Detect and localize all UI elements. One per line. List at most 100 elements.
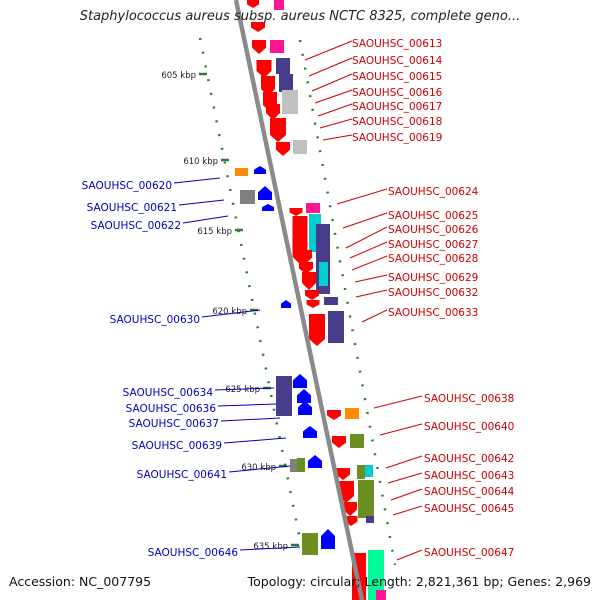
gene-arrow-reverse — [276, 142, 290, 156]
gene-label-right[interactable]: SAOUHSC_00632 — [388, 287, 478, 299]
genome-summary-text: Topology: circular; Length: 2,821,361 bp… — [247, 574, 591, 589]
genome-backbone — [233, 0, 365, 600]
leader-line — [319, 118, 353, 129]
gene-label-right[interactable]: SAOUHSC_00613 — [352, 38, 442, 50]
gene-label-right[interactable]: SAOUHSC_00618 — [352, 116, 442, 128]
gene-box — [274, 0, 284, 10]
gene-box — [376, 590, 386, 600]
gene-box — [297, 458, 305, 472]
gene-arrow-reverse — [302, 272, 316, 290]
gene-box — [302, 533, 318, 555]
gene-label-left[interactable]: SAOUHSC_00634 — [123, 387, 214, 399]
gene-box — [345, 408, 359, 419]
gene-box — [365, 465, 373, 477]
gene-arrow-forward — [254, 166, 266, 174]
accession-text: Accession: NC_007795 — [9, 574, 152, 589]
gene-label-right[interactable]: SAOUHSC_00629 — [388, 272, 478, 284]
gene-box — [293, 140, 307, 154]
gene-label-right[interactable]: SAOUHSC_00644 — [424, 486, 515, 498]
gene-arrow-reverse — [261, 76, 275, 96]
leader-line — [351, 255, 388, 271]
gene-box — [240, 190, 255, 204]
gene-box — [368, 550, 384, 600]
leader-line — [385, 455, 423, 469]
gene-label-right[interactable]: SAOUHSC_00640 — [424, 421, 514, 433]
leader-line — [314, 89, 353, 104]
scale-ticks: 605 kbp 610 kbp 615 kbp 620 kbp 625 kbp 630 k… — [161, 71, 299, 552]
gene-features — [235, 0, 386, 600]
gene-labels: SAOUHSC_00613 SAOUHSC_00614 SAOUHSC_00615 S… — [82, 38, 515, 559]
gene-label-right[interactable]: SAOUHSC_00615 — [352, 71, 442, 83]
gene-label-right[interactable]: SAOUHSC_00616 — [352, 87, 443, 99]
leader-line — [354, 274, 388, 283]
gene-arrow-reverse — [266, 104, 280, 120]
gene-label-left[interactable]: SAOUHSC_00639 — [132, 440, 222, 452]
scale-tick-label: 610 kbp — [183, 157, 218, 167]
gene-label-right[interactable]: SAOUHSC_00619 — [352, 132, 442, 144]
gene-label-right[interactable]: SAOUHSC_00643 — [424, 470, 514, 482]
leader-line — [317, 103, 353, 117]
scale-tick-label: 615 kbp — [197, 227, 232, 237]
gene-box — [358, 480, 374, 518]
gene-arrow-reverse — [332, 436, 346, 448]
gene-label-left[interactable]: SAOUHSC_00622 — [91, 220, 181, 232]
scale-tick-label: 605 kbp — [161, 71, 196, 81]
gene-label-right[interactable]: SAOUHSC_00627 — [388, 239, 478, 251]
gene-arrow-reverse — [289, 208, 303, 216]
gene-label-right[interactable]: SAOUHSC_00633 — [388, 307, 478, 319]
leader-line — [173, 177, 221, 184]
gene-label-right[interactable]: SAOUHSC_00647 — [424, 547, 514, 559]
gene-arrow-forward — [308, 455, 322, 468]
leader-line — [392, 505, 423, 516]
gene-label-left[interactable]: SAOUHSC_00646 — [148, 547, 239, 559]
gene-arrow-forward — [321, 529, 335, 549]
gene-label-left[interactable]: SAOUHSC_00637 — [129, 418, 219, 430]
gene-arrow-reverse — [309, 314, 325, 346]
gene-label-right[interactable]: SAOUHSC_00638 — [424, 393, 514, 405]
gene-label-left[interactable]: SAOUHSC_00630 — [110, 314, 200, 326]
gene-arrow-forward — [258, 186, 272, 200]
gene-label-right[interactable]: SAOUHSC_00626 — [388, 224, 479, 236]
gene-box — [357, 465, 365, 479]
gene-box — [279, 74, 293, 92]
leader-line — [182, 215, 229, 224]
gene-box — [270, 40, 284, 53]
gene-label-right[interactable]: SAOUHSC_00614 — [352, 55, 443, 67]
leader-line — [308, 57, 353, 77]
leader-line — [217, 403, 277, 407]
scale-tick-label: 630 kbp — [241, 463, 276, 473]
gene-arrow-reverse — [298, 250, 312, 264]
leader-line — [373, 395, 423, 409]
gene-label-right[interactable]: SAOUHSC_00624 — [388, 186, 479, 198]
gene-label-left[interactable]: SAOUHSC_00636 — [126, 403, 217, 415]
gene-box — [282, 90, 298, 114]
gene-label-left[interactable]: SAOUHSC_00620 — [82, 180, 172, 192]
leader-line — [220, 417, 281, 422]
leader-line — [390, 488, 423, 501]
gene-box — [276, 58, 290, 74]
leader-line — [355, 289, 388, 298]
scale-tick-label: 620 kbp — [212, 307, 247, 317]
gene-label-right[interactable]: SAOUHSC_00617 — [352, 101, 442, 113]
leader-line — [349, 241, 388, 259]
gene-arrow-forward — [262, 204, 274, 211]
gene-label-right[interactable]: SAOUHSC_00628 — [388, 253, 478, 265]
leader-line — [304, 40, 353, 61]
gene-box — [290, 459, 298, 472]
leader-line — [396, 549, 423, 561]
gene-label-left[interactable]: SAOUHSC_00621 — [87, 202, 177, 214]
leader-line — [345, 226, 388, 249]
gene-label-left[interactable]: SAOUHSC_00641 — [137, 469, 227, 481]
dotted-guide-lines — [198, 37, 397, 566]
gene-arrow-forward — [281, 300, 291, 308]
gene-arrow-reverse — [270, 118, 286, 142]
gene-label-right[interactable]: SAOUHSC_00645 — [424, 503, 514, 515]
gene-box — [319, 262, 328, 286]
gene-arrow-reverse — [256, 60, 272, 78]
gene-label-right[interactable]: SAOUHSC_00625 — [388, 210, 478, 222]
scale-tick-label: 635 kbp — [253, 542, 288, 552]
leader-line — [336, 188, 388, 205]
gene-label-right[interactable]: SAOUHSC_00642 — [424, 453, 514, 465]
gene-arrow-forward — [303, 426, 317, 438]
